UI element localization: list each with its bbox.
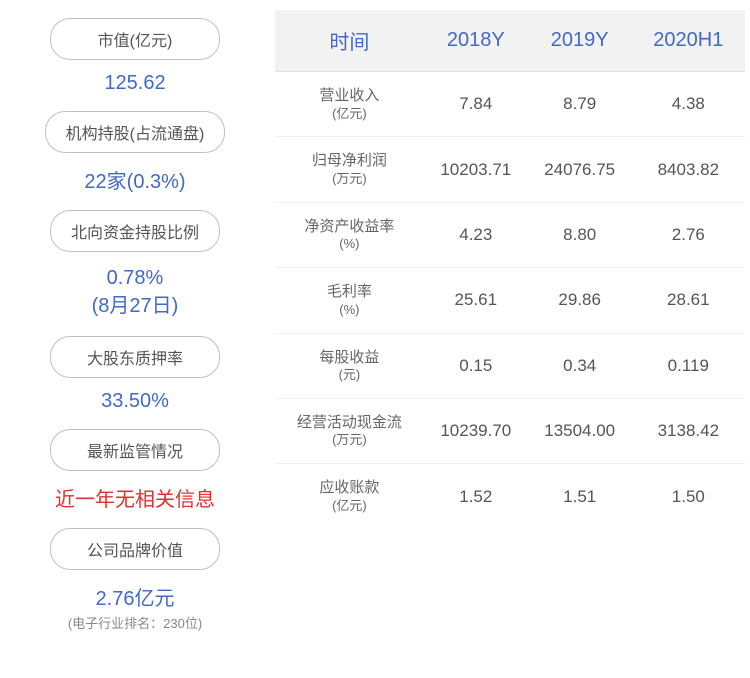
header-2019: 2019Y	[528, 10, 632, 72]
cell-value: 29.86	[528, 268, 632, 333]
metric-value-institutional: 22家(0.3%)	[84, 159, 185, 204]
metric-value-brand-rank: (电子行业排名：230位)	[68, 613, 202, 632]
cell-value: 8.79	[528, 72, 632, 137]
financial-table: 时间 2018Y 2019Y 2020H1 营业收入 (亿元) 7.84 8.7…	[275, 10, 745, 529]
metric-label-pledge: 大股东质押率	[50, 336, 220, 378]
metric-value-northbound-pct: 0.78%	[107, 267, 164, 289]
row-label-eps: 每股收益 (元)	[275, 333, 424, 398]
header-2020h1: 2020H1	[632, 10, 745, 72]
cell-value: 1.51	[528, 464, 632, 529]
metric-value-market-cap: 125.62	[104, 66, 165, 105]
metric-value-brand: 2.76亿元 (电子行业排名：230位)	[68, 576, 202, 642]
cell-value: 7.84	[424, 72, 528, 137]
financial-table-container: 时间 2018Y 2019Y 2020H1 营业收入 (亿元) 7.84 8.7…	[265, 10, 745, 668]
table-body: 营业收入 (亿元) 7.84 8.79 4.38 归母净利润 (万元) 1020…	[275, 72, 745, 529]
metric-label-market-cap: 市值(亿元)	[50, 18, 220, 60]
row-label-netprofit: 归母净利润 (万元)	[275, 137, 424, 202]
metric-label-northbound: 北向资金持股比例	[50, 210, 220, 252]
cell-value: 0.34	[528, 333, 632, 398]
table-row: 每股收益 (元) 0.15 0.34 0.119	[275, 333, 745, 398]
metric-label-regulatory: 最新监管情况	[50, 429, 220, 471]
cell-value: 25.61	[424, 268, 528, 333]
cell-value: 4.38	[632, 72, 745, 137]
cell-value: 3138.42	[632, 398, 745, 463]
table-row: 归母净利润 (万元) 10203.71 24076.75 8403.82	[275, 137, 745, 202]
cell-value: 0.119	[632, 333, 745, 398]
cell-value: 8403.82	[632, 137, 745, 202]
row-label-revenue: 营业收入 (亿元)	[275, 72, 424, 137]
cell-value: 13504.00	[528, 398, 632, 463]
cell-value: 0.15	[424, 333, 528, 398]
cell-value: 4.23	[424, 202, 528, 267]
cell-value: 8.80	[528, 202, 632, 267]
metric-value-regulatory: 近一年无相关信息	[55, 477, 215, 522]
row-label-ar: 应收账款 (亿元)	[275, 464, 424, 529]
header-time: 时间	[275, 10, 424, 72]
table-row: 经营活动现金流 (万元) 10239.70 13504.00 3138.42	[275, 398, 745, 463]
cell-value: 10203.71	[424, 137, 528, 202]
table-row: 净资产收益率 (%) 4.23 8.80 2.76	[275, 202, 745, 267]
row-label-ocf: 经营活动现金流 (万元)	[275, 398, 424, 463]
table-row: 营业收入 (亿元) 7.84 8.79 4.38	[275, 72, 745, 137]
sidebar: 市值(亿元) 125.62 机构持股(占流通盘) 22家(0.3%) 北向资金持…	[5, 10, 265, 668]
cell-value: 1.50	[632, 464, 745, 529]
table-row: 毛利率 (%) 25.61 29.86 28.61	[275, 268, 745, 333]
cell-value: 28.61	[632, 268, 745, 333]
row-label-roe: 净资产收益率 (%)	[275, 202, 424, 267]
header-2018: 2018Y	[424, 10, 528, 72]
metric-value-northbound: 0.78% (8月27日)	[92, 258, 179, 330]
cell-value: 24076.75	[528, 137, 632, 202]
metric-label-brand: 公司品牌价值	[50, 528, 220, 570]
cell-value: 10239.70	[424, 398, 528, 463]
cell-value: 1.52	[424, 464, 528, 529]
row-label-gross: 毛利率 (%)	[275, 268, 424, 333]
metric-value-pledge: 33.50%	[101, 384, 169, 423]
table-header-row: 时间 2018Y 2019Y 2020H1	[275, 10, 745, 72]
metric-value-brand-amount: 2.76亿元	[96, 588, 175, 610]
metric-value-northbound-date: (8月27日)	[92, 295, 179, 317]
metric-label-institutional: 机构持股(占流通盘)	[45, 111, 226, 153]
table-row: 应收账款 (亿元) 1.52 1.51 1.50	[275, 464, 745, 529]
cell-value: 2.76	[632, 202, 745, 267]
